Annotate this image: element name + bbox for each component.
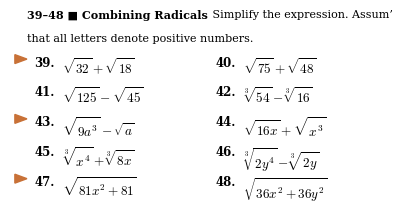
Text: $\sqrt[3]{54} - \sqrt[3]{16}$: $\sqrt[3]{54} - \sqrt[3]{16}$	[243, 86, 312, 106]
Text: 47.: 47.	[34, 176, 55, 189]
Text: 39–48 ■ Combining Radicals: 39–48 ■ Combining Radicals	[27, 10, 208, 21]
Text: $\sqrt{32} + \sqrt{18}$: $\sqrt{32} + \sqrt{18}$	[62, 57, 135, 77]
Text: $\sqrt{81x^2 + 81}$: $\sqrt{81x^2 + 81}$	[62, 176, 137, 199]
Text: 39.: 39.	[34, 57, 55, 69]
Text: 40.: 40.	[215, 57, 235, 69]
Polygon shape	[15, 55, 27, 64]
Text: $\sqrt{9a^3} - \sqrt{a}$: $\sqrt{9a^3} - \sqrt{a}$	[62, 116, 135, 140]
Text: 42.: 42.	[215, 86, 235, 99]
Polygon shape	[15, 174, 27, 183]
Text: Simplify the expression. Assum’: Simplify the expression. Assum’	[202, 10, 392, 20]
Text: 43.: 43.	[34, 116, 55, 129]
Text: 48.: 48.	[215, 176, 235, 189]
Text: $\sqrt[3]{x^4} + \sqrt[3]{8x}$: $\sqrt[3]{x^4} + \sqrt[3]{8x}$	[62, 146, 135, 169]
Text: 45.: 45.	[34, 146, 55, 159]
Text: $\sqrt{75} + \sqrt{48}$: $\sqrt{75} + \sqrt{48}$	[243, 57, 316, 77]
Text: $\sqrt[3]{2y^4} - \sqrt[3]{2y}$: $\sqrt[3]{2y^4} - \sqrt[3]{2y}$	[243, 146, 318, 174]
Text: $\sqrt{125} - \sqrt{45}$: $\sqrt{125} - \sqrt{45}$	[62, 86, 143, 106]
Text: that all letters denote positive numbers.: that all letters denote positive numbers…	[27, 34, 253, 44]
Text: 44.: 44.	[215, 116, 235, 129]
Text: $\sqrt{16x} + \sqrt{x^3}$: $\sqrt{16x} + \sqrt{x^3}$	[243, 116, 326, 140]
Text: $\sqrt{36x^2 + 36y^2}$: $\sqrt{36x^2 + 36y^2}$	[243, 176, 327, 202]
Text: 46.: 46.	[215, 146, 235, 159]
Polygon shape	[15, 114, 27, 123]
Text: 41.: 41.	[34, 86, 55, 99]
